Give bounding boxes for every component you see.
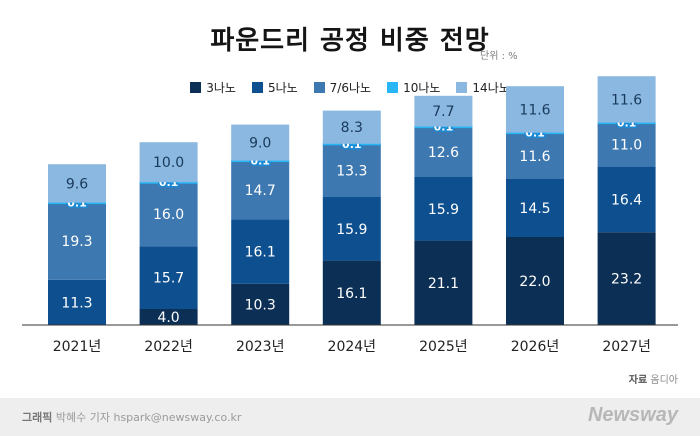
data-label: 16.4 (611, 192, 642, 208)
bar-segment (322, 110, 381, 144)
newsway-logo: Newsway (587, 404, 678, 426)
stacked-bar-chart: 11.319.30.19.62021년4.015.716.00.110.0202… (22, 76, 678, 355)
bar-segment (231, 124, 290, 161)
credit-label: 그래픽 (22, 411, 53, 424)
legend-label-7-6nm: 7/6나노 (329, 81, 372, 95)
bar-segment (139, 182, 198, 247)
data-label: 11.6 (611, 92, 642, 108)
source-label: 자료 (628, 375, 648, 386)
x-tick-label: 2021년 (53, 339, 102, 355)
legend-swatch-5nm (251, 82, 263, 93)
x-tick-label: 2024년 (328, 339, 377, 355)
data-label: 15.7 (153, 271, 184, 287)
source-value: 옴디아 (650, 375, 678, 386)
data-label: 14.7 (245, 183, 276, 199)
data-label: 10.0 (153, 155, 184, 171)
legend-item-7-6nm: 7/6나노 (313, 79, 372, 96)
credit-text: 박혜수 기자 hspark@newsway.co.kr (55, 411, 242, 424)
data-label: 23.2 (611, 272, 642, 288)
data-label: 10.3 (245, 297, 276, 313)
bar-segment (414, 177, 473, 241)
legend-item-10nm: 10나노 (387, 79, 440, 96)
data-label: 4.0 (157, 310, 179, 326)
legend-label-3nm: 3나노 (206, 81, 236, 95)
x-tick-label: 2026년 (511, 339, 560, 355)
x-tick-label: 2023년 (236, 339, 285, 355)
bar-segment (139, 142, 198, 183)
legend-label-5nm: 5나노 (267, 81, 298, 95)
unit-label: 단위 : % (480, 51, 518, 62)
legend-swatch-14nm (456, 82, 468, 93)
bar-segment (139, 246, 198, 309)
bar-segment (414, 240, 473, 325)
bar-segment (322, 143, 381, 197)
data-label: 9.6 (66, 176, 88, 192)
x-tick-label: 2022년 (144, 339, 193, 355)
legend: 3나노 5나노 7/6나노 10나노 14나노 (0, 79, 700, 96)
data-label: 16.0 (153, 207, 184, 223)
legend-swatch-3nm (190, 82, 202, 93)
data-label: 9.0 (249, 136, 271, 152)
bar-segment (506, 132, 564, 179)
source-note: 자료 옴디아 (629, 371, 678, 386)
bar-segment (231, 283, 290, 325)
legend-item-3nm: 3나노 (190, 79, 236, 96)
bar-segment (597, 76, 656, 123)
graphic-credit: 그래픽 박혜수 기자 hspark@newsway.co.kr (22, 409, 241, 425)
legend-swatch-7-6nm (313, 82, 325, 93)
data-label: 21.1 (428, 276, 459, 292)
legend-label-14nm: 14나노 (472, 81, 510, 95)
bar-segment (48, 164, 106, 203)
data-label: 11.6 (519, 102, 550, 118)
x-tick-label: 2027년 (602, 339, 651, 355)
bar-segment (506, 179, 564, 237)
data-label: 16.1 (336, 286, 367, 302)
bar-segment (597, 166, 656, 233)
data-label: 11.6 (519, 149, 550, 165)
x-tick-label: 2025년 (419, 339, 468, 355)
data-label: 22.0 (519, 274, 550, 290)
footer-bar: 그래픽 박혜수 기자 hspark@newsway.co.kr Newsway (0, 398, 700, 436)
bar-segment (231, 219, 290, 284)
data-label: 11.3 (61, 295, 92, 311)
bar-segment (414, 95, 473, 127)
bar-segment (231, 160, 290, 220)
bar-segment (48, 202, 106, 280)
bar-segment (414, 126, 473, 177)
data-label: 14.5 (519, 201, 550, 217)
bar-segment (322, 260, 381, 325)
data-label: 8.3 (341, 120, 363, 136)
legend-item-14nm: 14나노 (456, 79, 510, 96)
data-label: 12.6 (428, 145, 459, 161)
chart-title: 파운드리 공정 비중 전망 (210, 26, 490, 56)
data-label: 7.7 (432, 104, 454, 120)
bar-segment (506, 86, 564, 133)
legend-item-5nm: 5나노 (251, 79, 298, 96)
data-label: 13.3 (336, 163, 367, 179)
data-label: 11.0 (611, 138, 642, 154)
data-label: 19.3 (61, 234, 92, 250)
bar-segment (597, 232, 656, 325)
data-label: 16.1 (245, 245, 276, 261)
data-label: 15.9 (428, 202, 459, 218)
bar-segment (139, 309, 198, 325)
bar-segment (597, 122, 656, 167)
legend-swatch-10nm (387, 82, 399, 93)
bar-segment (506, 237, 564, 325)
bar-segment (48, 279, 106, 325)
bar-segment (322, 197, 381, 261)
data-label: 15.9 (336, 222, 367, 238)
legend-label-10nm: 10나노 (403, 81, 441, 95)
